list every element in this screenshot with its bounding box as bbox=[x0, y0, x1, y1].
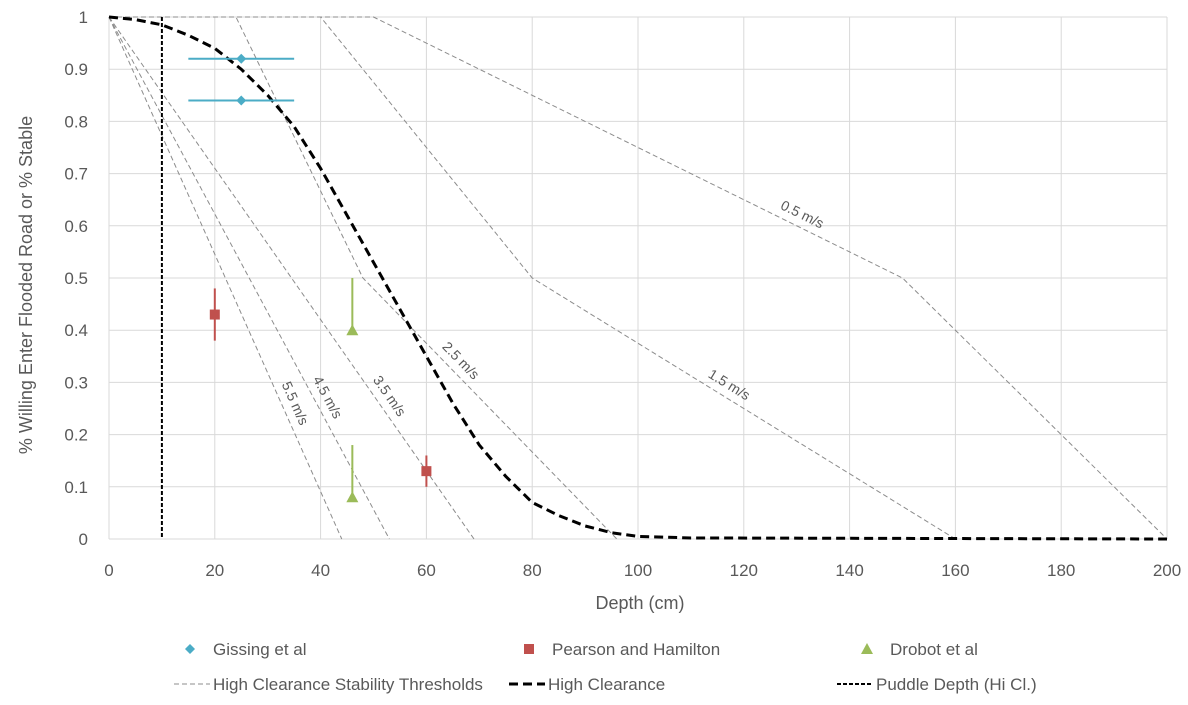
high-clearance-curve bbox=[108, 15, 1168, 541]
y-tick-label: 0.5 bbox=[64, 269, 88, 288]
y-axis-title: % Willing Enter Flooded Road or % Stable bbox=[16, 116, 36, 454]
x-tick-label: 160 bbox=[941, 561, 969, 580]
y-tick-label: 0.6 bbox=[64, 217, 88, 236]
data-point bbox=[236, 95, 247, 106]
threshold-line bbox=[108, 16, 475, 540]
threshold-line bbox=[109, 16, 618, 540]
y-tick-label: 0.9 bbox=[64, 60, 88, 79]
y-tick-label: 0 bbox=[79, 530, 88, 549]
legend-swatch bbox=[185, 644, 195, 654]
threshold-label: 2.5 m/s bbox=[439, 338, 482, 382]
x-tick-label: 60 bbox=[417, 561, 436, 580]
data-point bbox=[346, 324, 359, 336]
x-tick-label: 20 bbox=[205, 561, 224, 580]
x-tick-label: 80 bbox=[523, 561, 542, 580]
data-point bbox=[346, 491, 359, 503]
legend-label: Drobot et al bbox=[890, 640, 978, 659]
x-tick-label: 140 bbox=[835, 561, 863, 580]
legend-swatch bbox=[861, 643, 873, 654]
threshold-label: 4.5 m/s bbox=[310, 373, 346, 421]
data-point bbox=[421, 466, 432, 477]
threshold-line bbox=[108, 16, 390, 540]
legend-label: Pearson and Hamilton bbox=[552, 640, 720, 659]
data-point bbox=[209, 309, 220, 320]
y-tick-label: 0.8 bbox=[64, 112, 88, 131]
threshold-line bbox=[108, 16, 343, 540]
y-tick-label: 0.1 bbox=[64, 478, 88, 497]
y-tick-labels: 0 0.1 0.2 0.3 0.4 0.5 0.6 0.7 0.8 0.9 1 bbox=[64, 8, 88, 549]
legend: Gissing et al Pearson and Hamilton Drobot … bbox=[174, 640, 1037, 694]
legend-label: High Clearance Stability Thresholds bbox=[213, 675, 483, 694]
x-axis-title: Depth (cm) bbox=[595, 593, 684, 613]
y-tick-label: 1 bbox=[79, 8, 88, 27]
data-points bbox=[188, 53, 432, 503]
legend-label: Gissing et al bbox=[213, 640, 307, 659]
y-tick-label: 0.3 bbox=[64, 373, 88, 392]
x-tick-label: 100 bbox=[624, 561, 652, 580]
x-tick-label: 120 bbox=[730, 561, 758, 580]
x-tick-label: 180 bbox=[1047, 561, 1075, 580]
x-tick-label: 200 bbox=[1153, 561, 1181, 580]
data-point bbox=[236, 53, 247, 64]
y-tick-label: 0.2 bbox=[64, 426, 88, 445]
gridlines bbox=[108, 16, 1168, 540]
x-tick-label: 0 bbox=[104, 561, 113, 580]
curve-lines bbox=[108, 15, 1168, 541]
y-tick-label: 0.7 bbox=[64, 165, 88, 184]
threshold-label: 1.5 m/s bbox=[706, 366, 753, 404]
legend-label: Puddle Depth (Hi Cl.) bbox=[876, 675, 1037, 694]
x-tick-labels: 0 20 40 60 80 100 120 140 160 180 200 bbox=[104, 561, 1181, 580]
legend-label: High Clearance bbox=[548, 675, 665, 694]
legend-swatch bbox=[524, 644, 534, 654]
threshold-label: 3.5 m/s bbox=[370, 372, 409, 419]
x-tick-label: 40 bbox=[311, 561, 330, 580]
y-tick-label: 0.4 bbox=[64, 321, 88, 340]
